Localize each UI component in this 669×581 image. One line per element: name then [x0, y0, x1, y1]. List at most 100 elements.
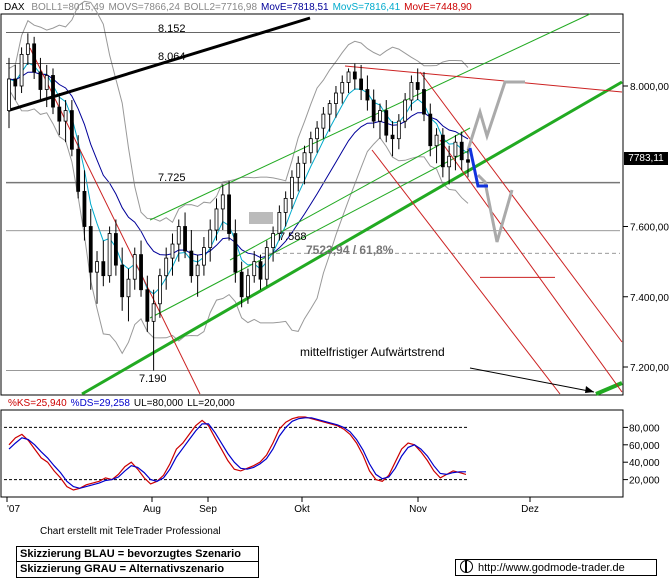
trend-label: mittelfristiger Aufwärtstrend: [300, 345, 445, 359]
candle-body: [453, 141, 458, 157]
candle-body: [321, 113, 326, 129]
oscillator-series-%KS: [8, 416, 467, 491]
oscillator-plot-frame: [0, 409, 624, 498]
osc-tick-label: 20,000: [629, 476, 660, 487]
candle-body: [246, 275, 250, 298]
candle-body: [51, 75, 55, 108]
symbol-label: DAX: [4, 2, 25, 13]
candle-body: [371, 99, 376, 122]
candle-body: [145, 289, 150, 322]
candle-body: [334, 92, 338, 104]
candle-body: [63, 110, 68, 122]
time-tick-label: Nov: [409, 504, 427, 515]
candle-body: [422, 89, 426, 115]
candle-body: [346, 71, 351, 83]
moving-average-medium: [8, 71, 469, 259]
channel-green-upper: [149, 13, 591, 221]
candle-body: [378, 110, 382, 122]
candle-body: [164, 257, 169, 277]
candle-body: [327, 103, 332, 115]
candle-body: [264, 247, 269, 280]
candle-body: [120, 264, 125, 298]
price-tick-label: 7.400,00: [630, 293, 669, 304]
candle-body: [7, 78, 11, 111]
indicator-legend-item-4: MovS=7816,41: [332, 2, 401, 13]
candle-body: [466, 159, 470, 163]
candle-body: [195, 264, 200, 277]
bollinger-lower-band: [8, 89, 469, 355]
candle-body: [82, 190, 87, 227]
level-label-7725: 7.725: [158, 172, 186, 184]
candle-body: [176, 226, 181, 245]
candle-body: [409, 82, 414, 101]
indicator-legend: BOLL1=8015,49 MOVS=7866,24 BOLL2=7716,98 Mo…: [27, 2, 471, 13]
candle-body: [95, 261, 99, 273]
candle-body: [13, 78, 18, 87]
level-label-8152: 8.152: [158, 23, 186, 35]
candle-body: [32, 43, 37, 73]
oscillator-legend-item-3: LL=20,000: [187, 398, 235, 409]
time-tick-label: Sep: [199, 504, 217, 515]
main-chart-header: DAX BOLL1=8015,49 MOVS=7866,24 BOLL2=7716,…: [4, 2, 472, 13]
main-chart-layer: [6, 0, 623, 396]
candle-body: [434, 134, 439, 147]
candle-body: [271, 233, 275, 248]
downtrend-red-1: [29, 47, 201, 395]
time-tick-label: Okt: [294, 504, 310, 515]
time-tick-label: '07: [7, 504, 20, 515]
candle-body: [208, 229, 213, 248]
candle-body: [365, 89, 370, 101]
candle-body: [38, 71, 43, 90]
candle-body: [113, 233, 118, 266]
level-label-8064: 8.064: [158, 51, 186, 63]
osc-tick-label: 80,000: [629, 423, 660, 434]
moving-average-short: [8, 62, 469, 295]
trend-arrow-head: [585, 386, 594, 393]
candle-body: [359, 78, 364, 90]
price-tick-label: 7.200,00: [630, 363, 669, 374]
scenario-gray-down: [476, 173, 514, 243]
candle-body: [277, 212, 282, 234]
candle-body: [239, 271, 244, 298]
legend-gray: Skizzierung GRAU = Alternativszenario: [16, 561, 259, 578]
candle-body: [340, 82, 345, 94]
candle-body: [308, 138, 313, 154]
price-tick-label: 7.600,00: [630, 223, 669, 234]
oscillator-legend-item-0: %KS=25,940: [8, 398, 67, 409]
time-tick-label: Aug: [143, 504, 161, 515]
candle-body: [283, 197, 288, 213]
candle-body: [315, 127, 319, 140]
oscillator-legend: %KS=25,940 %DS=29,258 UL=80,000 LL=20,000: [4, 398, 235, 409]
candle-body: [415, 82, 420, 90]
candle-body: [88, 226, 93, 273]
downtrend-red-4: [439, 139, 623, 393]
scenario-blue: [468, 147, 488, 188]
indicator-legend-item-0: BOLL1=8015,49: [31, 2, 105, 13]
candle-body: [57, 106, 62, 122]
oscillator-layer: [4, 416, 468, 491]
candle-body: [158, 275, 162, 305]
level-label-7190: 7.190: [139, 373, 167, 385]
candle-body: [189, 250, 194, 277]
candle-body: [107, 233, 112, 277]
candle-body: [25, 43, 30, 55]
candle-body: [126, 278, 131, 298]
main-plot-frame: [0, 13, 624, 396]
last-price-badge: 7783,11: [624, 152, 668, 165]
trend-line-midterm-green-tip: [595, 381, 623, 396]
candle-body: [233, 233, 238, 273]
candle-body: [396, 120, 401, 140]
axes-layer: 7.200,00 7.400,00 7.600,00 8.000,00 80,000 60…: [6, 82, 669, 515]
indicator-legend-item-2: BOLL2=7716,98: [183, 2, 258, 13]
trend-line-midterm-green: [81, 80, 623, 396]
level-label-7588: 7.588: [279, 231, 307, 243]
trend-line-black: [7, 16, 311, 113]
fibonacci-label: 7523,94 / 61,8%: [306, 243, 394, 257]
website-link[interactable]: http://www.godmode-trader.de: [455, 559, 657, 576]
candle-body: [151, 303, 156, 322]
candle-body: [227, 194, 231, 234]
candle-body: [258, 261, 263, 280]
candle-body: [101, 261, 106, 277]
downtrend-red-3: [371, 149, 561, 395]
